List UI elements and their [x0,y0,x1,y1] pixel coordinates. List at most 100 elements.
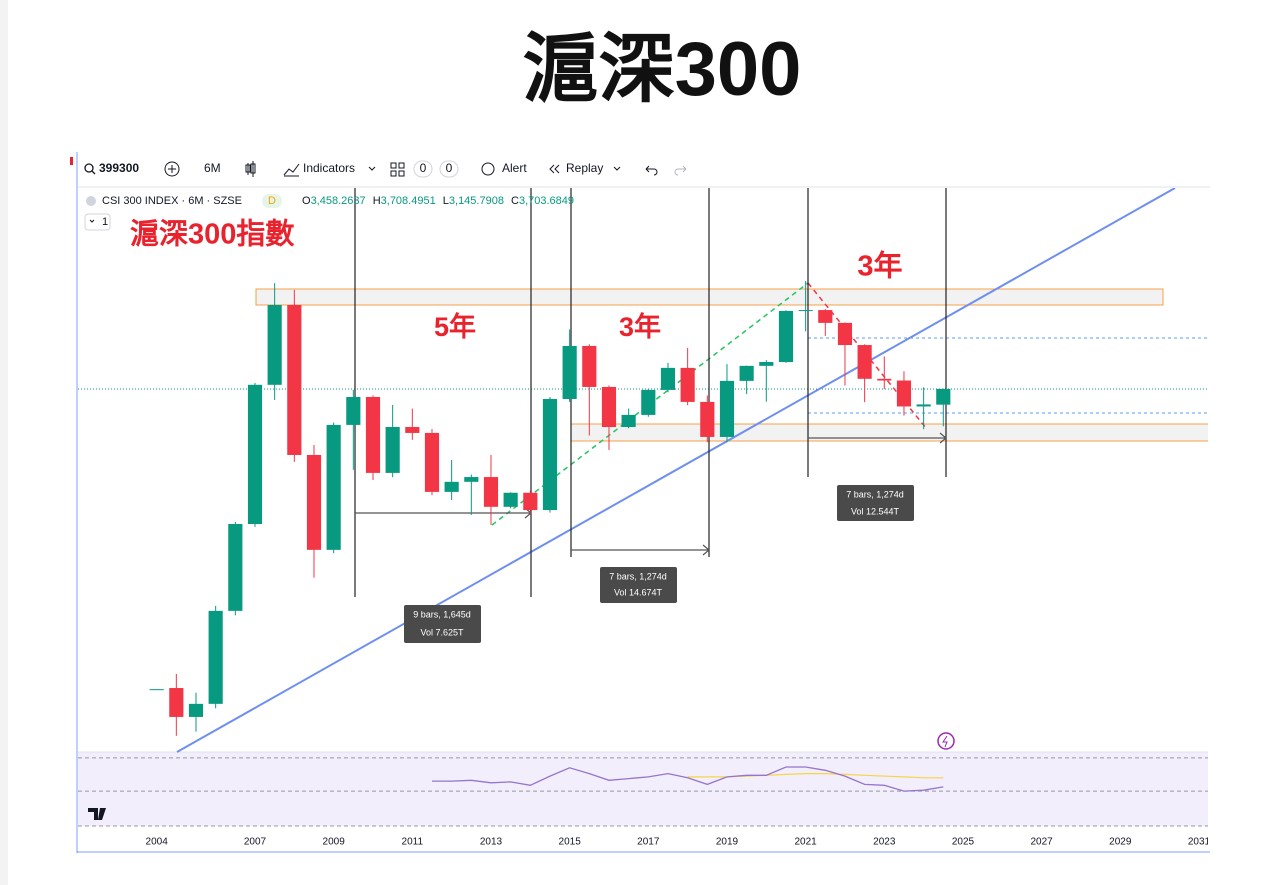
range-lines [354,188,947,597]
candle-body [582,345,597,387]
count-pill [413,160,433,178]
interval[interactable]: 6M [204,161,221,175]
candle-body [523,492,538,511]
ohlc-value: 3,458.2637 [311,195,366,207]
x-tick-label: 2017 [637,837,660,848]
annotation: 3年 [857,249,902,283]
measure-box [837,485,914,521]
candle-body [896,380,912,407]
ohlc-values: O3,458.2637 H3,708.4951 L3,145.7908 C3,7… [302,195,574,207]
candle-body [798,310,813,312]
candle-body [641,389,656,415]
candle-body [346,396,361,425]
page-title: 滬深300 [523,27,802,112]
event-icon[interactable] [937,732,955,750]
symbol[interactable]: 399300 [99,161,139,175]
candle-body [542,398,558,511]
candle-body [326,424,341,550]
badge [262,194,282,208]
candle-body [680,367,695,402]
alert-button[interactable]: Alert [502,161,527,175]
x-tick-label: 2015 [559,837,582,848]
search-icon[interactable] [84,163,94,173]
rsi-pane [78,752,1208,826]
chart-title: 滬深300指數 [130,218,294,251]
replay-button[interactable]: Replay [566,161,603,175]
ohlc-value: 3,145.7908 [449,195,504,207]
measure-bars: 7 bars, 1,274d [846,489,904,499]
measure-box [404,605,481,643]
measure-bars: 9 bars, 1,645d [413,609,471,619]
ohlc-key: H [373,195,381,207]
candle-body [424,432,440,492]
indicators-button[interactable]: Indicators [303,161,355,175]
series-layer [78,281,1208,792]
pane-button[interactable] [84,213,111,231]
candle-body [660,367,676,390]
rsi-line [432,766,944,792]
indicators-icon [283,163,300,177]
candle-body [778,310,794,363]
candle-body [464,477,479,482]
candle-body [916,404,931,407]
ohlc-key: O [302,195,311,207]
trend-line [176,188,1176,753]
ohlc-value: 3,703.6849 [519,195,574,207]
measure-vol: Vol 14.674T [614,587,663,597]
measure-bars: 7 bars, 1,274d [609,571,667,581]
toolbar: 399300 6M Indicators 0 0 Alert Replay [70,157,687,178]
candle-body [739,365,754,381]
legend: CSI 300 INDEX · 6M · SZSE D O3,458.2637 … [84,194,574,231]
alert-icon [481,162,495,176]
replay-caret[interactable] [613,166,621,171]
redo[interactable] [674,165,687,176]
measure-vol: Vol 7.625T [420,627,464,637]
layout-icon[interactable] [390,162,405,177]
left-strip [0,0,8,885]
add-symbol[interactable] [164,161,180,177]
x-tick-label: 2029 [1109,837,1132,848]
time-axis: 2004 2007 2009 2011 2013 2015 2017 2019 2021 2023… [146,837,1211,848]
candle-body [444,481,459,492]
add-symbol-plus [168,165,176,173]
pane-button-label: 1 [102,216,108,228]
x-tick-label: 2025 [952,837,975,848]
event-icon-bolt [942,735,948,748]
candle-body [700,401,715,437]
count-a: 0 [420,161,427,175]
x-tick-label: 2009 [323,837,346,848]
candle-body [562,345,577,399]
legend-name: CSI 300 INDEX · 6M · SZSE [102,195,242,207]
candle-body [601,386,617,428]
candle-body [247,384,263,525]
indicators-caret[interactable] [368,166,376,171]
candle-body [208,610,223,704]
candle-body [621,414,636,428]
candle-body [267,304,282,385]
candle-body [169,688,184,717]
pane-caret [89,219,95,223]
x-tick-label: 2021 [795,837,818,848]
x-tick-label: 2031 [1188,837,1211,848]
candle-body [818,310,833,323]
tv-logo [88,808,106,820]
symbol-logo [86,196,96,206]
candle-body [719,380,735,437]
candle-body [306,454,322,550]
toolbar-mark [70,157,73,165]
candle-body [877,378,892,381]
chart-type-icon[interactable] [245,161,256,177]
candle-body [287,304,302,455]
measure-box [600,567,677,603]
x-tick-label: 2004 [146,837,169,848]
range-arrows [355,432,947,556]
candle-body [365,396,381,473]
candle-body [188,703,204,717]
measure-vol: Vol 12.544T [851,506,900,516]
undo[interactable] [645,165,658,176]
ohlc-value: 3,708.4951 [381,195,436,207]
candle-body [385,427,400,473]
candle-body [228,524,243,611]
